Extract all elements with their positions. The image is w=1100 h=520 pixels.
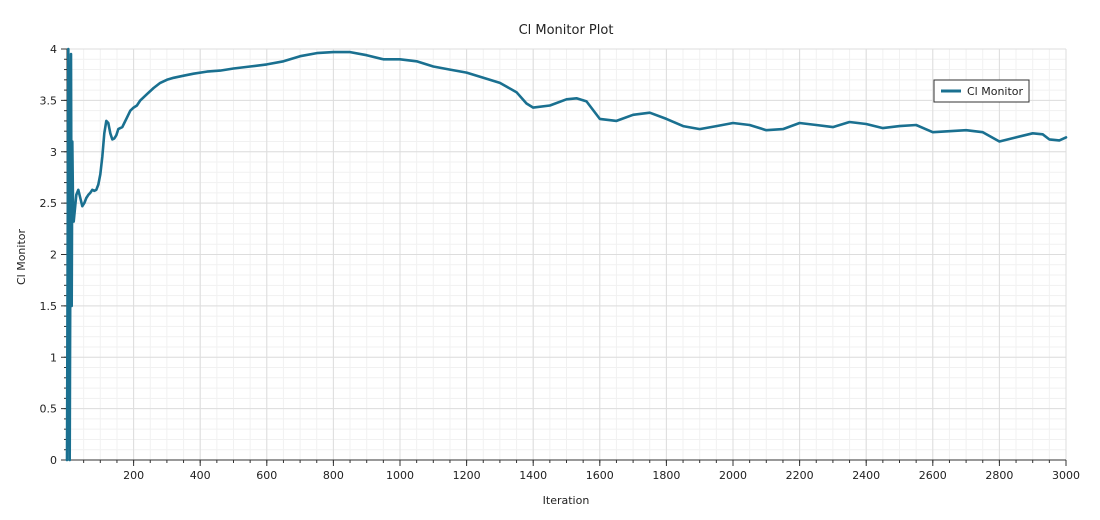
- x-tick-label: 3000: [1052, 469, 1080, 482]
- x-tick-label: 1400: [519, 469, 547, 482]
- y-tick-label: 2: [50, 249, 57, 262]
- y-tick-label: 4: [50, 43, 57, 56]
- x-tick-label: 1800: [652, 469, 680, 482]
- legend: Cl Monitor: [933, 79, 1030, 103]
- y-tick-label: 0.5: [40, 403, 58, 416]
- legend-label-cl-monitor: Cl Monitor: [967, 85, 1024, 98]
- y-axis-label: Cl Monitor: [15, 229, 28, 286]
- y-tick-label: 2.5: [40, 197, 58, 210]
- x-tick-label: 2200: [786, 469, 814, 482]
- legend-box: [933, 79, 1030, 103]
- series-layer: [65, 47, 1068, 462]
- y-axis-ticks: 0 0.5 1 1.5 2 2.5 3 3.5 4: [40, 43, 67, 467]
- x-tick-label: 600: [256, 469, 277, 482]
- x-tick-label: 2600: [919, 469, 947, 482]
- x-tick-label: 200: [123, 469, 144, 482]
- y-tick-label: 1: [50, 351, 57, 364]
- series-line-cl-monitor: [65, 47, 1068, 462]
- x-tick-label: 400: [190, 469, 211, 482]
- y-tick-label: 0: [50, 454, 57, 467]
- x-tick-label: 1000: [386, 469, 414, 482]
- x-tick-label: 2800: [985, 469, 1013, 482]
- y-tick-label: 1.5: [40, 300, 58, 313]
- x-axis-ticks: 200 400 600 800 1000 1200 1400 1600 1800 2000 2200…: [83, 460, 1080, 482]
- x-tick-label: 2400: [852, 469, 880, 482]
- x-axis-label: Iteration: [543, 494, 590, 507]
- x-tick-label: 1200: [453, 469, 481, 482]
- chart-title: Cl Monitor Plot: [519, 23, 614, 38]
- y-tick-label: 3: [50, 146, 57, 159]
- x-tick-label: 2000: [719, 469, 747, 482]
- y-tick-label: 3.5: [40, 94, 58, 107]
- x-tick-label: 1600: [586, 469, 614, 482]
- x-tick-label: 800: [323, 469, 344, 482]
